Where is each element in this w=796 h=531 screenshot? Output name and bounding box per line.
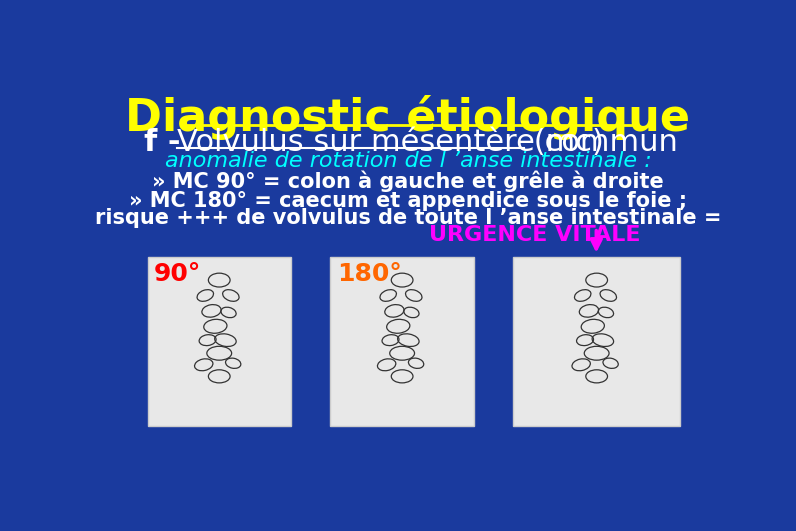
Text: anomalie de rotation de l ’anse intestinale :: anomalie de rotation de l ’anse intestin… (165, 151, 651, 171)
Text: » MC 180° = caecum et appendice sous le foie ;: » MC 180° = caecum et appendice sous le … (129, 191, 687, 211)
Bar (147, 257, 291, 426)
Bar (330, 257, 474, 426)
Text: f -: f - (144, 127, 192, 157)
Text: Diagnostic étiologique: Diagnostic étiologique (126, 95, 690, 140)
Text: » MC 90° = colon à gauche et grêle à droite: » MC 90° = colon à gauche et grêle à dro… (152, 171, 664, 192)
Text: 90°: 90° (154, 262, 201, 286)
Text: Volvulus sur mésentère commun: Volvulus sur mésentère commun (177, 127, 678, 157)
Text: risque +++ de volvulus de toute l ’anse intestinale =: risque +++ de volvulus de toute l ’anse … (95, 208, 721, 228)
Bar (513, 257, 680, 426)
Text: (mc): (mc) (525, 127, 604, 157)
Text: URGENCE VITALE: URGENCE VITALE (429, 225, 641, 245)
Text: 180°: 180° (337, 262, 401, 286)
